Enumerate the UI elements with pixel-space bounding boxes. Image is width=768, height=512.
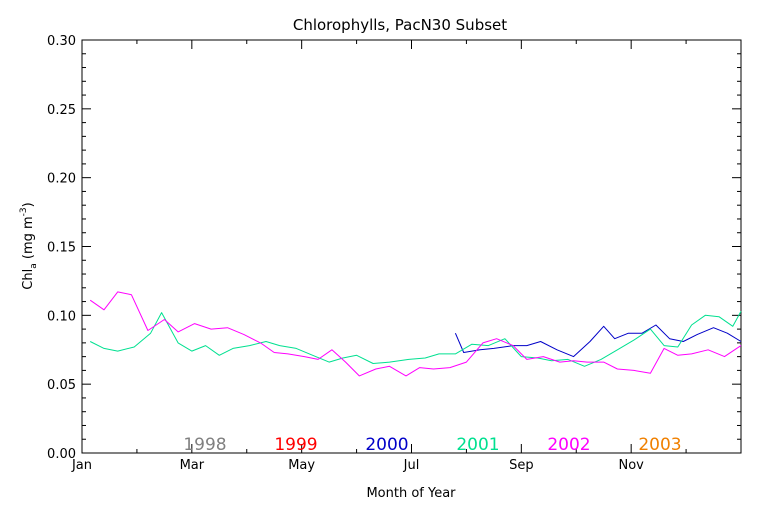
y-axis-title-units: (mg m <box>21 216 36 263</box>
y-axis-title-prefix: Chl <box>21 269 36 290</box>
x-tick-label: Sep <box>509 458 534 473</box>
legend-entry-1998: 1998 <box>183 435 226 455</box>
x-tick-label: Jan <box>71 458 92 473</box>
x-axis-title: Month of Year <box>366 486 456 501</box>
plot-border <box>81 39 742 454</box>
plot-frame <box>81 39 742 454</box>
y-tick-label: 0.00 <box>47 447 76 462</box>
y-axis-title-close: ) <box>21 202 36 207</box>
y-axis-title-superscript: -3 <box>19 207 29 216</box>
legend-entry-2001: 2001 <box>456 435 499 455</box>
y-tick-label: 0.05 <box>47 378 76 393</box>
y-tick-label: 0.15 <box>47 241 76 256</box>
y-axis: 0.00 0.05 0.10 0.15 0.20 0.25 0.30 <box>47 34 741 462</box>
y-tick-label: 0.25 <box>47 103 76 118</box>
y-tick-label: 0.20 <box>47 172 76 187</box>
series-line-2001 <box>89 310 742 367</box>
legend-entry-2002: 2002 <box>547 435 590 455</box>
series-line-2000 <box>454 324 742 358</box>
x-tick-label: Nov <box>618 458 644 473</box>
x-axis: Jan Mar May Jul Sep Nov <box>71 40 687 473</box>
series-line-2002 <box>89 291 742 377</box>
legend-entry-2003: 2003 <box>638 435 681 455</box>
x-tick-label: May <box>288 458 315 473</box>
x-tick-label: Mar <box>180 458 205 473</box>
series-lines <box>89 291 742 377</box>
y-axis-title: Chla (mg m-3) <box>19 202 39 289</box>
y-tick-label: 0.30 <box>47 34 76 49</box>
x-tick-label: Jul <box>403 458 420 473</box>
y-tick-label: 0.10 <box>47 309 76 324</box>
y-axis-title-subscript: a <box>29 263 39 269</box>
legend-entry-1999: 1999 <box>274 435 317 455</box>
legend: 1998 1999 2000 2001 2002 2003 <box>183 435 681 455</box>
legend-entry-2000: 2000 <box>365 435 408 455</box>
chart-title: Chlorophylls, PacN30 Subset <box>293 16 507 34</box>
